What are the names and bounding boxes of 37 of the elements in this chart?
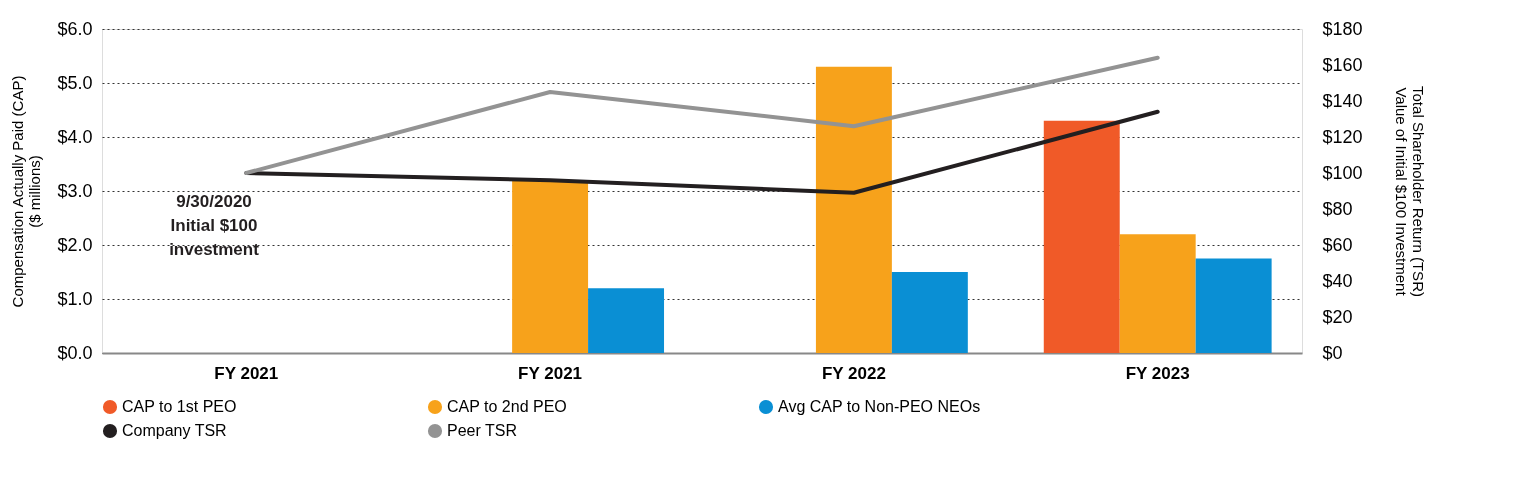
y-tick-label: $6.0: [57, 18, 93, 39]
bar: [815, 66, 892, 353]
y2-tick-label: $180: [1322, 18, 1363, 39]
x-tick-label: FY 2022: [821, 363, 886, 383]
legend-label: Peer TSR: [447, 422, 517, 439]
y2-tick-label: $140: [1322, 90, 1363, 111]
y-tick-label: $0.0: [57, 342, 93, 363]
bar: [1195, 258, 1272, 353]
y2-axis-title: Total Shareholder Return (TSR) Value of Initial $100 Investment: [1392, 86, 1427, 297]
bar: [1119, 234, 1196, 353]
legend-label: Avg CAP to Non-PEO NEOs: [778, 398, 981, 415]
bar: [891, 272, 968, 353]
y2-tick-label: $160: [1322, 54, 1363, 75]
y2-tick-label: $120: [1322, 126, 1363, 147]
legend-label: Company TSR: [122, 422, 227, 439]
y-tick-label: $2.0: [57, 234, 93, 255]
line-series: [244, 55, 1160, 175]
y2-tick-label: $100: [1322, 162, 1363, 183]
y-axis-title: Compensation Actually Paid (CAP) ($ millions): [9, 75, 44, 308]
x-tick-label: FY 2023: [1125, 363, 1190, 383]
bar: [1043, 120, 1120, 353]
legend-label: CAP to 2nd PEO: [447, 398, 567, 415]
y2-tick-label: $40: [1322, 270, 1353, 291]
y2-tick-label: $0: [1322, 342, 1343, 363]
x-tick-label: FY 2021: [518, 363, 583, 383]
x-tick-label: FY 2021: [214, 363, 279, 383]
y2-tick-label: $20: [1322, 306, 1353, 327]
y-tick-label: $1.0: [57, 288, 93, 309]
annotation: 9/30/2020 Initial $100 investment: [169, 192, 260, 259]
bar: [512, 180, 589, 353]
y-tick-label: $4.0: [57, 126, 93, 147]
y2-tick-label: $80: [1322, 198, 1353, 219]
bar: [588, 288, 665, 353]
y-tick-label: $5.0: [57, 72, 93, 93]
y2-tick-label: $60: [1322, 234, 1353, 255]
y-tick-label: $3.0: [57, 180, 93, 201]
legend-label: CAP to 1st PEO: [122, 398, 237, 415]
